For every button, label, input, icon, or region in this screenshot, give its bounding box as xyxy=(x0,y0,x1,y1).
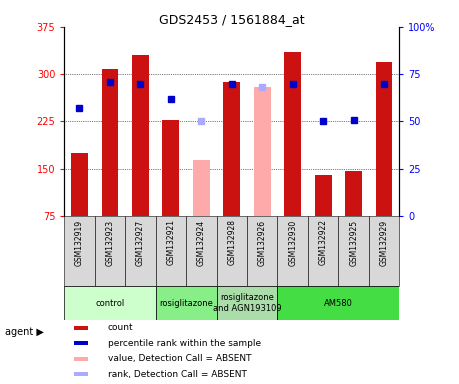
Bar xyxy=(345,170,362,216)
Text: control: control xyxy=(95,298,124,308)
Bar xyxy=(284,52,301,216)
Bar xyxy=(71,153,88,216)
Text: AM580: AM580 xyxy=(324,298,353,308)
Text: rosiglitazone
and AGN193109: rosiglitazone and AGN193109 xyxy=(213,293,281,313)
Bar xyxy=(224,82,240,216)
Text: GSM132929: GSM132929 xyxy=(380,219,389,266)
Bar xyxy=(217,286,278,321)
Text: GSM132926: GSM132926 xyxy=(258,219,267,266)
Text: GSM132922: GSM132922 xyxy=(319,219,328,265)
Bar xyxy=(101,69,118,216)
Text: GSM132927: GSM132927 xyxy=(136,219,145,266)
Bar xyxy=(162,119,179,216)
Text: GSM132923: GSM132923 xyxy=(106,219,114,266)
Bar xyxy=(369,216,399,286)
Bar xyxy=(156,286,217,321)
Bar xyxy=(64,286,156,321)
Bar xyxy=(254,87,271,216)
Bar xyxy=(64,216,95,286)
Bar xyxy=(125,216,156,286)
Text: GSM132925: GSM132925 xyxy=(349,219,358,266)
Text: GSM132930: GSM132930 xyxy=(288,219,297,266)
Text: rosiglitazone: rosiglitazone xyxy=(159,298,213,308)
Title: GDS2453 / 1561884_at: GDS2453 / 1561884_at xyxy=(159,13,305,26)
Text: percentile rank within the sample: percentile rank within the sample xyxy=(108,339,261,348)
Bar xyxy=(132,55,149,216)
Bar xyxy=(217,216,247,286)
Text: GSM132928: GSM132928 xyxy=(227,219,236,265)
Bar xyxy=(74,357,89,361)
Text: GSM132919: GSM132919 xyxy=(75,219,84,266)
Text: value, Detection Call = ABSENT: value, Detection Call = ABSENT xyxy=(108,354,252,363)
Bar xyxy=(278,216,308,286)
Bar xyxy=(74,372,89,376)
Text: count: count xyxy=(108,323,134,332)
Bar xyxy=(308,216,338,286)
Text: rank, Detection Call = ABSENT: rank, Detection Call = ABSENT xyxy=(108,370,246,379)
Bar xyxy=(156,216,186,286)
Bar xyxy=(74,341,89,345)
Bar xyxy=(376,61,392,216)
Bar xyxy=(278,286,399,321)
Bar xyxy=(338,216,369,286)
Text: GSM132924: GSM132924 xyxy=(197,219,206,266)
Bar xyxy=(193,161,210,216)
Text: GSM132921: GSM132921 xyxy=(166,219,175,265)
Text: agent ▶: agent ▶ xyxy=(5,327,44,337)
Bar xyxy=(247,216,278,286)
Bar xyxy=(74,326,89,330)
Bar xyxy=(186,216,217,286)
Bar xyxy=(95,216,125,286)
Bar xyxy=(315,175,331,216)
